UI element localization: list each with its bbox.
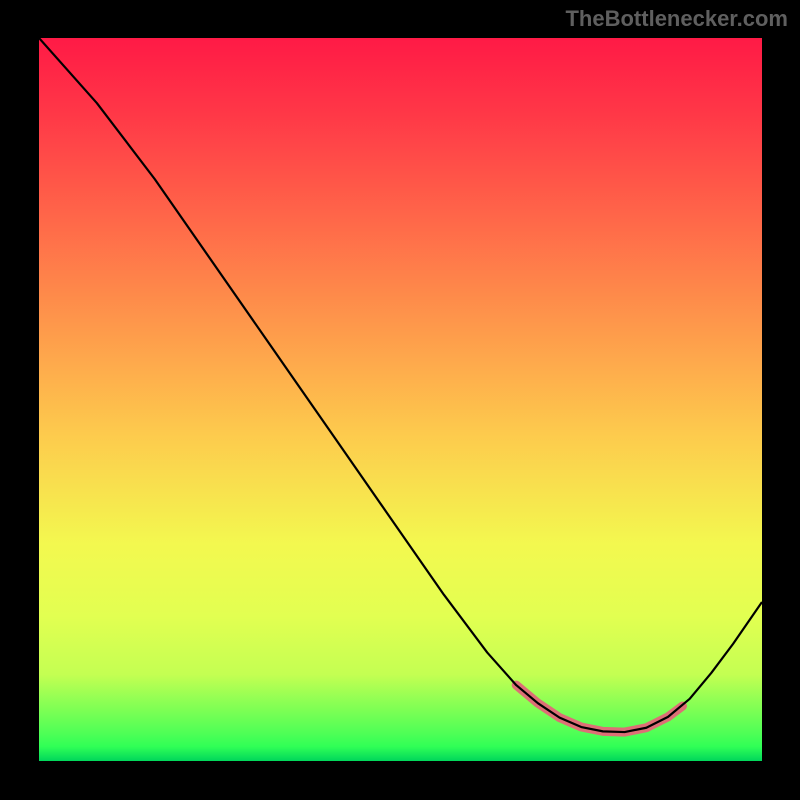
chart-container: TheBottlenecker.com <box>0 0 800 800</box>
main-curve <box>39 38 762 732</box>
curve-overlay <box>39 38 762 761</box>
attribution-text: TheBottlenecker.com <box>565 6 788 32</box>
plot-area <box>39 38 762 761</box>
highlight-marker <box>516 685 682 732</box>
